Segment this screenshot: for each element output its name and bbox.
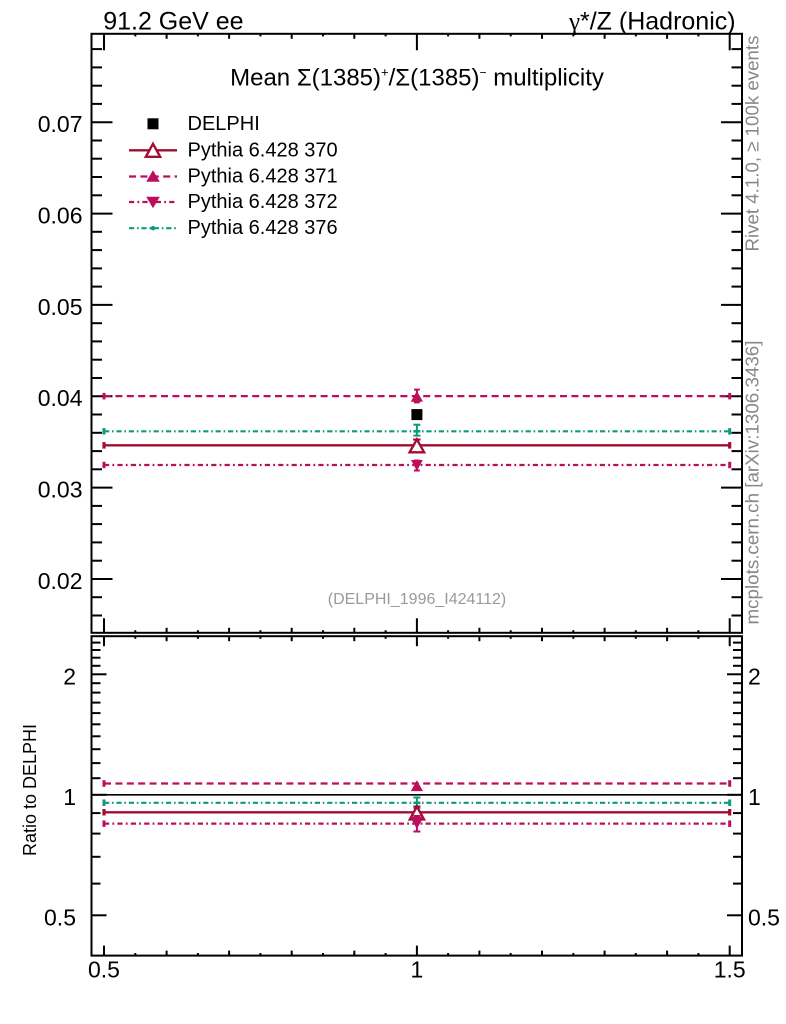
svg-text:2: 2 xyxy=(748,663,761,689)
svg-text:0.5: 0.5 xyxy=(44,904,76,930)
svg-text:mcplots.cern.ch [arXiv:1306.34: mcplots.cern.ch [arXiv:1306.3436] xyxy=(742,341,763,625)
svg-text:γ*/Z (Hadronic): γ*/Z (Hadronic) xyxy=(568,8,736,36)
svg-text:0.04: 0.04 xyxy=(38,385,83,411)
svg-text:1.5: 1.5 xyxy=(714,957,746,983)
svg-text:Pythia 6.428 372: Pythia 6.428 372 xyxy=(188,191,338,213)
svg-text:Pythia 6.428 370: Pythia 6.428 370 xyxy=(188,139,338,161)
svg-text:0.03: 0.03 xyxy=(38,477,83,503)
svg-text:0.06: 0.06 xyxy=(38,203,83,229)
svg-text:91.2 GeV ee: 91.2 GeV ee xyxy=(103,8,243,36)
svg-text:0.5: 0.5 xyxy=(88,957,120,983)
svg-text:Rivet 4.1.0, ≥ 100k events: Rivet 4.1.0, ≥ 100k events xyxy=(742,36,763,252)
svg-text:DELPHI: DELPHI xyxy=(188,113,260,135)
svg-text:1: 1 xyxy=(63,784,76,810)
svg-text:0.5: 0.5 xyxy=(748,904,780,930)
svg-text:2: 2 xyxy=(63,663,76,689)
svg-text:Mean Σ(1385)+/Σ(1385)− multipl: Mean Σ(1385)+/Σ(1385)− multiplicity xyxy=(230,65,604,92)
svg-text:Pythia 6.428 371: Pythia 6.428 371 xyxy=(188,166,338,188)
svg-text:1: 1 xyxy=(748,784,761,810)
svg-text:0.05: 0.05 xyxy=(38,294,83,320)
svg-text:(DELPHI_1996_I424112): (DELPHI_1996_I424112) xyxy=(328,591,507,608)
svg-text:Pythia 6.428 376: Pythia 6.428 376 xyxy=(188,217,338,239)
svg-text:Ratio to DELPHI: Ratio to DELPHI xyxy=(20,724,40,856)
svg-text:0.02: 0.02 xyxy=(38,568,83,594)
svg-text:1: 1 xyxy=(411,957,424,983)
svg-text:0.07: 0.07 xyxy=(38,111,83,137)
